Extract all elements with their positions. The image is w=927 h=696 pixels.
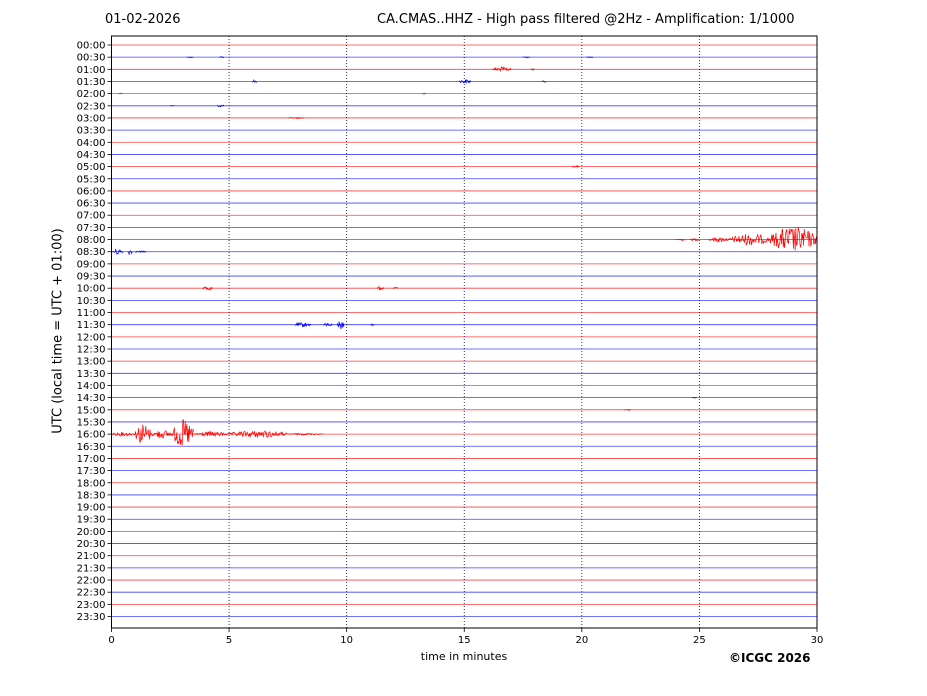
y-tick-label-0400: 04:00: [77, 138, 106, 149]
event-0030-2: [522, 56, 530, 59]
y-tick-label-2100: 21:00: [77, 551, 106, 562]
x-tick-label-5: 5: [226, 635, 232, 646]
y-tick-label-1700: 17:00: [77, 454, 106, 465]
y-tick-label-1100: 11:00: [77, 308, 106, 319]
event-0800-4: [769, 227, 818, 251]
y-tick-label-1630: 16:30: [77, 442, 106, 453]
event-0800-2: [708, 236, 730, 243]
y-tick-label-1200: 12:00: [77, 332, 106, 343]
y-tick-label-0830: 08:30: [77, 247, 106, 258]
x-tick-label-10: 10: [340, 635, 353, 646]
y-tick-label-2030: 20:30: [77, 539, 106, 550]
y-tick-label-1530: 15:30: [77, 417, 106, 428]
y-tick-label-1800: 18:00: [77, 478, 106, 489]
date-label: 01-02-2026: [105, 12, 181, 27]
event-1130-1: [322, 322, 333, 328]
y-tick-label-2230: 22:30: [77, 588, 106, 599]
event-0200-0: [118, 92, 123, 95]
event-1600-6: [287, 432, 323, 436]
event-0030-3: [586, 56, 594, 59]
event-1130-2: [336, 321, 345, 329]
x-axis-label: time in minutes: [420, 650, 508, 663]
y-tick-label-1730: 17:30: [77, 466, 106, 477]
y-tick-label-0900: 09:00: [77, 259, 106, 270]
event-0830-0: [111, 248, 124, 255]
event-1000-2: [393, 286, 399, 290]
event-1000-0: [202, 286, 213, 291]
event-0800-3: [729, 233, 770, 246]
y-tick-label-2130: 21:30: [77, 563, 106, 574]
y-tick-label-1000: 10:00: [77, 284, 106, 295]
y-tick-label-0200: 02:00: [77, 89, 106, 100]
event-1600-3: [172, 419, 194, 446]
event-1000-1: [376, 285, 385, 291]
y-tick-label-1600: 16:00: [77, 430, 106, 441]
y-tick-label-1330: 13:30: [77, 369, 106, 380]
x-tick-label-25: 25: [693, 635, 706, 646]
event-0830-1: [127, 250, 133, 256]
y-tick-label-1900: 19:00: [77, 503, 106, 514]
plot-frame: [111, 35, 818, 629]
event-0800-0: [675, 238, 686, 241]
y-tick-label-0930: 09:30: [77, 272, 106, 283]
event-0130-2: [541, 80, 547, 83]
event-0130-0: [252, 79, 258, 83]
y-tick-label-0030: 00:30: [77, 53, 106, 64]
y-tick-label-2000: 20:00: [77, 527, 106, 538]
event-1130-0: [294, 321, 312, 328]
event-0230-1: [216, 104, 225, 108]
y-tick-label-0000: 00:00: [77, 41, 106, 52]
event-0200-1: [421, 92, 427, 95]
event-0300-0: [287, 116, 305, 120]
y-tick-label-0130: 01:30: [77, 77, 106, 88]
y-tick-label-1830: 18:30: [77, 490, 106, 501]
event-1430-0: [692, 396, 697, 399]
event-1600-1: [134, 424, 152, 443]
x-tick-label-20: 20: [575, 635, 588, 646]
y-tick-label-1130: 11:30: [77, 320, 106, 331]
y-tick-label-0630: 06:30: [77, 199, 106, 210]
y-tick-label-1230: 12:30: [77, 345, 106, 356]
event-0030-1: [219, 56, 225, 59]
y-tick-label-0100: 01:00: [77, 65, 106, 76]
y-tick-label-0800: 08:00: [77, 235, 106, 246]
event-0100-1: [530, 68, 535, 72]
copyright-label: ©ICGC 2026: [729, 651, 811, 665]
x-tick-label-0: 0: [108, 635, 114, 646]
event-0830-2: [134, 250, 147, 254]
event-0800-1: [689, 237, 700, 242]
x-tick-label-30: 30: [811, 635, 824, 646]
event-1500-0: [623, 409, 631, 412]
y-tick-label-0730: 07:30: [77, 223, 106, 234]
event-1600-0: [111, 431, 136, 437]
event-1600-5: [228, 430, 288, 439]
y-tick-label-0230: 02:30: [77, 101, 106, 112]
event-1600-4: [193, 430, 229, 437]
y-tick-label-0330: 03:30: [77, 126, 106, 137]
event-0130-1: [459, 79, 472, 84]
event-1130-3: [369, 323, 375, 326]
y-tick-label-1500: 15:00: [77, 405, 106, 416]
y-tick-label-0500: 05:00: [77, 162, 106, 173]
x-tick-label-15: 15: [458, 635, 471, 646]
y-tick-label-1930: 19:30: [77, 515, 106, 526]
event-1600-2: [151, 430, 173, 439]
event-0030-0: [186, 56, 194, 59]
y-tick-label-1430: 14:30: [77, 393, 106, 404]
chart-title: CA.CMAS..HHZ - High pass filtered @2Hz -…: [377, 12, 795, 27]
y-tick-label-1030: 10:30: [77, 296, 106, 307]
y-tick-label-1400: 14:00: [77, 381, 106, 392]
event-0500-0: [572, 165, 580, 169]
y-tick-label-2330: 23:30: [77, 612, 106, 623]
event-0100-0: [492, 65, 512, 72]
y-tick-label-1300: 13:00: [77, 357, 106, 368]
y-tick-label-0600: 06:00: [77, 186, 106, 197]
y-tick-label-0430: 04:30: [77, 150, 106, 161]
y-tick-label-0300: 03:00: [77, 113, 106, 124]
y-tick-label-0530: 05:30: [77, 174, 106, 185]
y-tick-label-2300: 23:00: [77, 600, 106, 611]
y-tick-label-0700: 07:00: [77, 211, 106, 222]
y-tick-label-2200: 22:00: [77, 576, 106, 587]
